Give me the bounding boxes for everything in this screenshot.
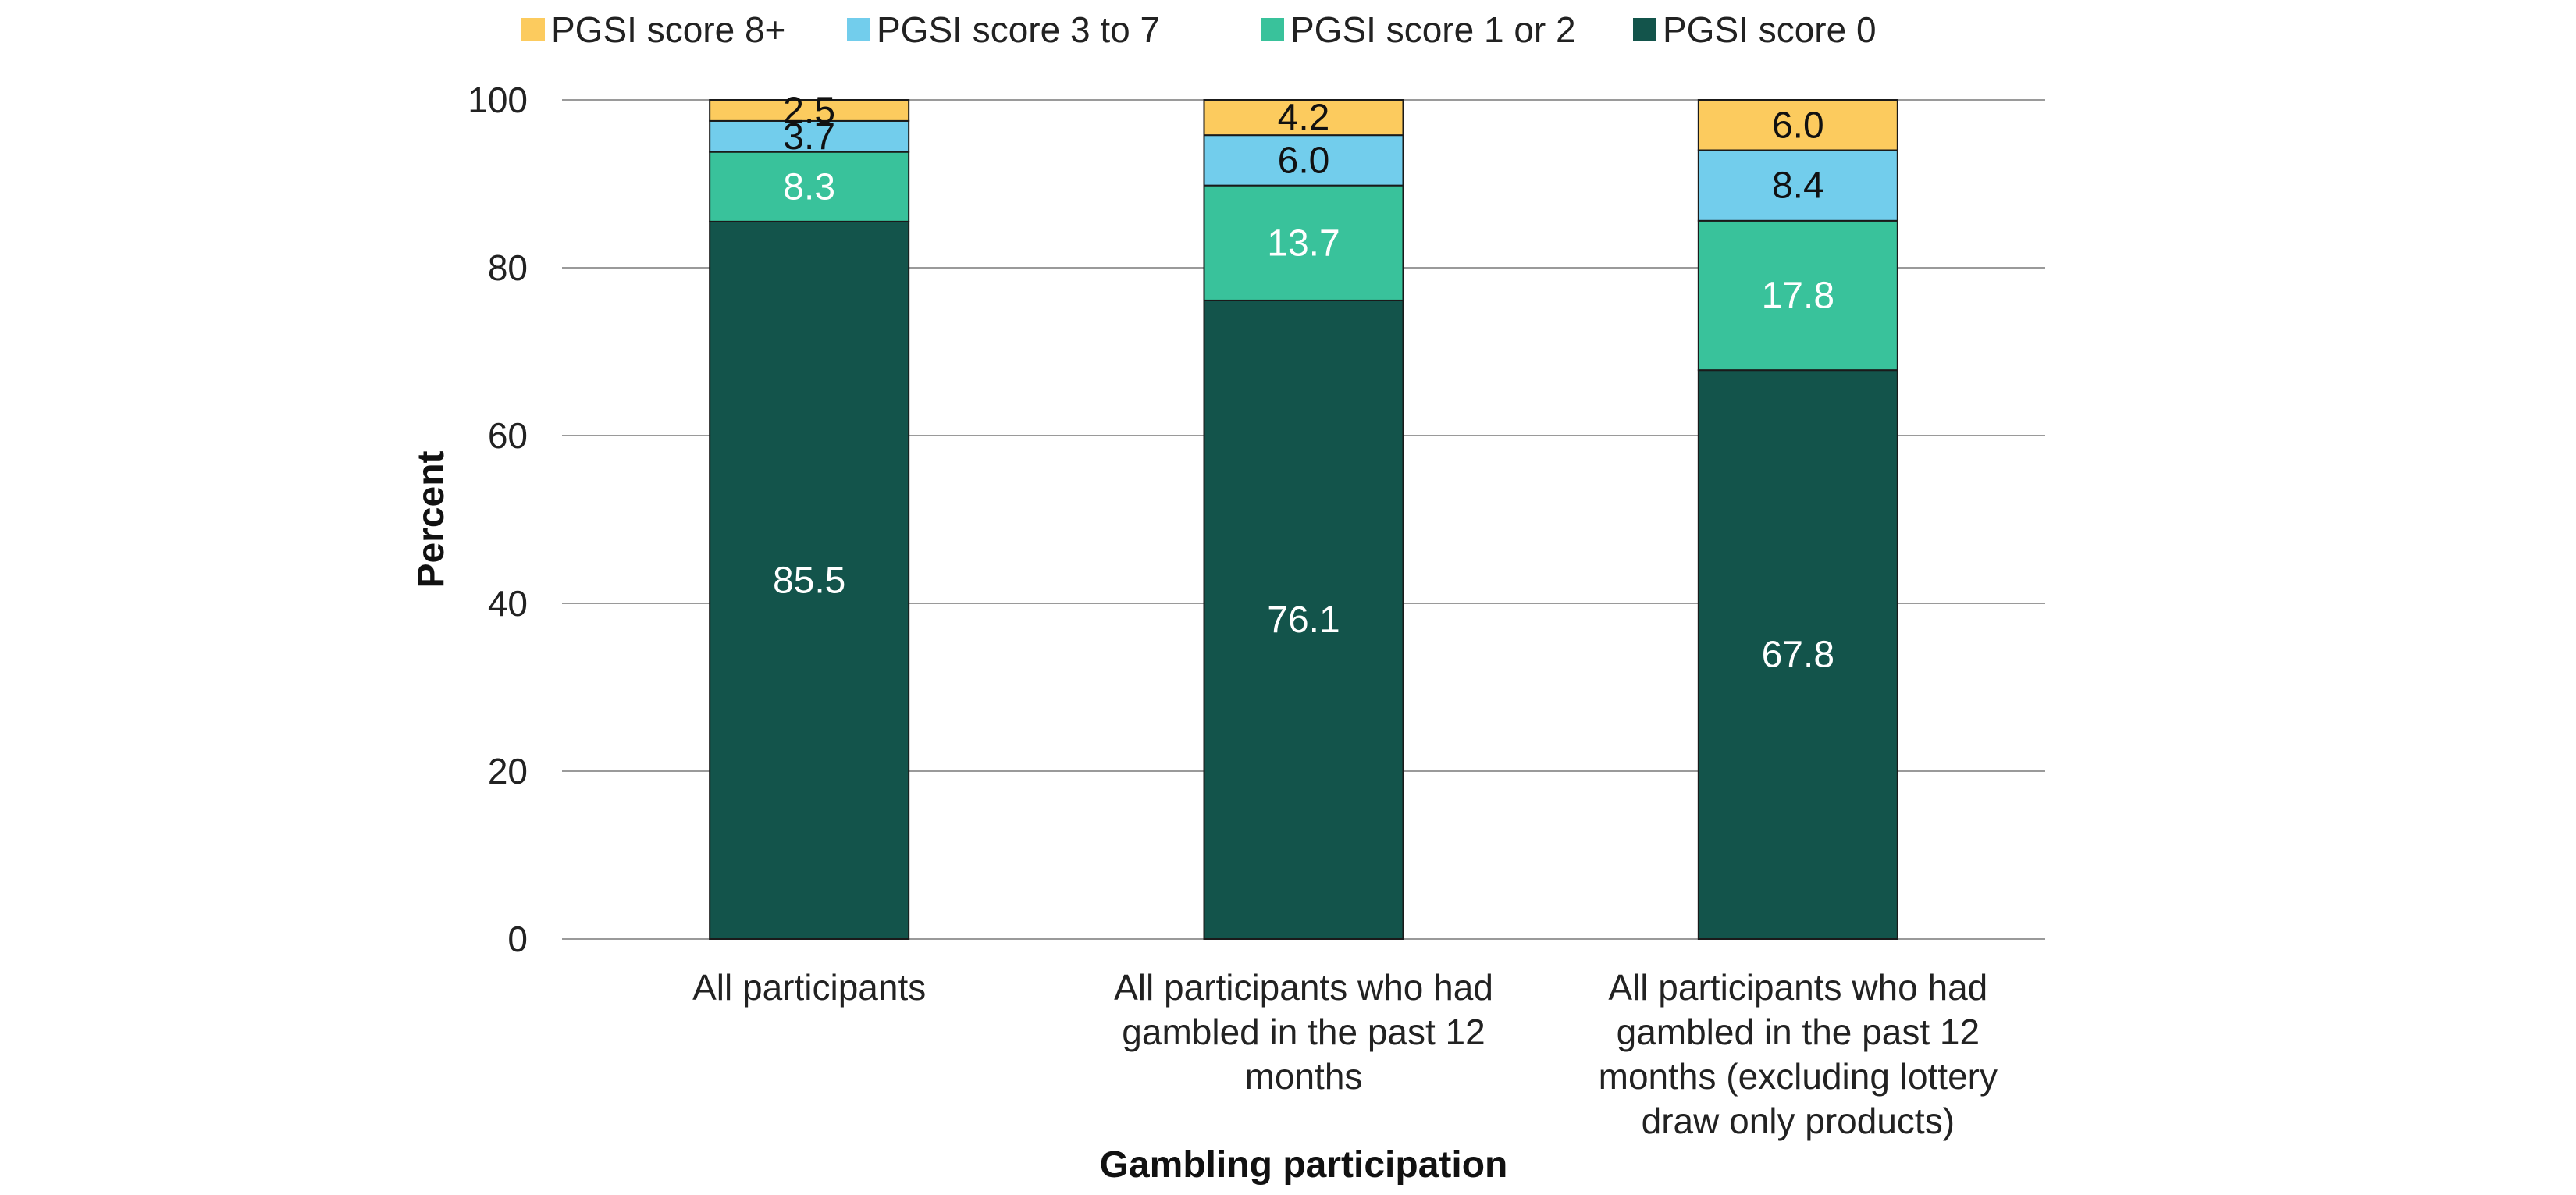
legend-entry: PGSI score 8+ [551, 9, 785, 50]
y-axis-title: Percent [411, 450, 452, 588]
bar-segment [1697, 99, 1898, 151]
bar-segment [709, 99, 910, 122]
y-tick-label: 60 [488, 415, 528, 456]
legend-swatch [1261, 18, 1284, 41]
x-category-label-line: draw only products) [1642, 1101, 1955, 1141]
legend-entry: PGSI score 3 to 7 [877, 9, 1160, 50]
data-label: 67.8 [1762, 635, 1834, 676]
legend: PGSI score 8+ PGSI score 3 to 7 PGSI score… [521, 9, 1877, 50]
data-label: 6.0 [1772, 105, 1824, 146]
y-tick-label: 20 [488, 751, 528, 791]
legend-entry: PGSI score 0 [1663, 9, 1877, 50]
data-label: 8.4 [1772, 165, 1824, 207]
x-category-label-line: All participants who had [1114, 967, 1493, 1008]
legend-swatch [1633, 18, 1656, 41]
bar-segment [709, 119, 910, 153]
bar-segment [1203, 299, 1404, 940]
legend-swatch [521, 18, 545, 41]
axes: 0 20 40 60 80 100 All participants All particip… [468, 80, 1998, 1141]
x-axis-title: Gambling participation [1100, 1144, 1508, 1186]
data-label: 85.5 [773, 560, 845, 601]
bar-segment [1203, 99, 1404, 137]
x-category-label-line: months [1245, 1056, 1363, 1097]
x-category-label-line: months (excluding lottery [1599, 1056, 1998, 1097]
bar-segment [1697, 369, 1898, 940]
legend-entry: PGSI score 1 or 2 [1290, 9, 1576, 50]
x-category-label-line: gambled in the past 12 [1122, 1012, 1485, 1052]
bar-segment [709, 151, 910, 222]
data-label: 4.2 [1278, 98, 1330, 139]
y-tick-label: 80 [488, 247, 528, 288]
y-tick-label: 100 [468, 80, 528, 120]
legend-swatch [847, 18, 870, 41]
x-category-label-line: All participants who had [1608, 967, 1987, 1008]
y-tick-label: 40 [488, 583, 528, 624]
y-tick-label: 0 [507, 919, 528, 959]
data-label: 13.7 [1267, 222, 1340, 264]
x-category-label-line: All participants [692, 967, 926, 1008]
data-label: 6.0 [1278, 140, 1330, 181]
bar-segment [1203, 184, 1404, 301]
data-label: 76.1 [1267, 599, 1340, 641]
x-category-label: All participants [692, 967, 926, 1008]
bar-segment [709, 220, 910, 940]
data-label: 17.8 [1762, 275, 1834, 316]
bar-segment [1697, 219, 1898, 372]
x-category-label: All participants who had gambled in the p… [1599, 967, 1998, 1141]
x-category-label: All participants who had gambled in the p… [1114, 967, 1493, 1097]
bars: 85.58.33.72.576.113.76.04.267.817.88.46.… [709, 90, 1898, 940]
data-label: 8.3 [783, 166, 835, 208]
data-label: 2.5 [783, 90, 835, 131]
data-label: 3.7 [783, 116, 835, 158]
x-category-label-line: gambled in the past 12 [1617, 1012, 1980, 1052]
